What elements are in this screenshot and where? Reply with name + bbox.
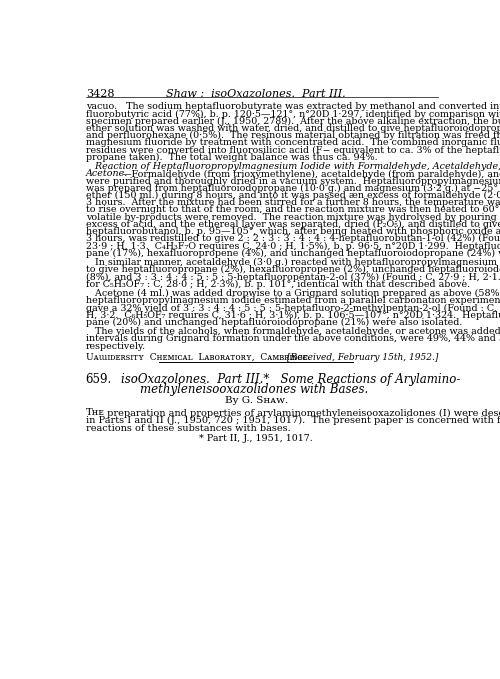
Text: methyleneisooxazolidones with Bases.: methyleneisooxazolidones with Bases. [140, 384, 368, 397]
Text: excess of acid, and the ethereal layer was separated, dried (P₂O₅), and distille: excess of acid, and the ethereal layer w… [86, 220, 500, 229]
Text: heptafluoropropylmagnesium iodide estimated from a parallel carbonation experime: heptafluoropropylmagnesium iodide estima… [86, 296, 500, 306]
Text: isoOxazolones.  Part III.*   Some Reactions of Arylamino-: isoOxazolones. Part III.* Some Reactions… [120, 373, 460, 386]
Text: ether solution was washed with water, dried, and distilled to give heptafluoroio: ether solution was washed with water, dr… [86, 124, 500, 133]
Text: pane (17%), hexafluoropropene (4%), and unchanged heptafluoroiodopropane (24%) w: pane (17%), hexafluoropropene (4%), and … [86, 249, 500, 258]
Text: —Formaldehyde (from trioxymethylene), acetaldehyde (from paraldehyde), and aceto: —Formaldehyde (from trioxymethylene), ac… [122, 170, 500, 179]
Text: intervals during Grignard formation under the above conditions, were 49%, 44% an: intervals during Grignard formation unde… [86, 335, 500, 344]
Text: volatile by-products were removed.  The reaction mixture was hydrolysed by pouri: volatile by-products were removed. The r… [86, 213, 500, 222]
Text: 3 hours, was redistilled to give 2 : 2 : 3 : 3 : 4 : 4 : 4-heptafluorobutan-1-ol: 3 hours, was redistilled to give 2 : 2 :… [86, 234, 500, 244]
Text: Shaw :  isoOxazolones.  Part III.: Shaw : isoOxazolones. Part III. [166, 90, 346, 99]
Text: to rise overnight to that of the room, and the reaction mixture was then heated : to rise overnight to that of the room, a… [86, 206, 500, 215]
Text: vacuo.   The sodium heptafluorobutyrate was extracted by methanol and converted : vacuo. The sodium heptafluorobutyrate wa… [86, 103, 500, 111]
Text: 3428: 3428 [86, 90, 114, 99]
Text: In similar manner, acetaldehyde (3·0 g.) reacted with heptafluoropropylmagnesium: In similar manner, acetaldehyde (3·0 g.)… [86, 258, 500, 268]
Text: for C₅H₃OF₇ : C, 28·0 ; H, 2·3%), b. p. 101°, identical with that described abov: for C₅H₃OF₇ : C, 28·0 ; H, 2·3%), b. p. … [86, 280, 470, 289]
Text: to give heptafluoropropane (2%), hexafluoropropene (2%), unchanged heptafluoroio: to give heptafluoropropane (2%), hexaflu… [86, 265, 500, 274]
Text: residues were converted into fluorosilicic acid (F− equivalent to ca. 3% of the : residues were converted into fluorosilic… [86, 146, 500, 155]
Text: magnesium fluoride by treatment with concentrated acid.  The combined inorganic : magnesium fluoride by treatment with con… [86, 139, 500, 147]
Text: 659.: 659. [86, 373, 112, 386]
Text: and perfluorohexane (0·5%).  The resinous material obtained by filtration was fr: and perfluorohexane (0·5%). The resinous… [86, 131, 500, 141]
Text: * Part II, J., 1951, 1017.: * Part II, J., 1951, 1017. [200, 434, 313, 443]
Text: Acetone (4 ml.) was added dropwise to a Grignard solution prepared as above (58%: Acetone (4 ml.) was added dropwise to a … [86, 289, 500, 298]
Text: were purified and thoroughly dried in a vacuum system.  Heptafluoropropylmagnesi: were purified and thoroughly dried in a … [86, 177, 500, 185]
Text: H, 3·2.  C₆H₅OF₇ requires C, 31·6 ; H, 3·1%), b. p. 106·5—107°, n°20D 1·324.  He: H, 3·2. C₆H₅OF₇ requires C, 31·6 ; H, 3·… [86, 311, 500, 320]
Text: [Received, February 15th, 1952.]: [Received, February 15th, 1952.] [287, 353, 438, 362]
Text: fluorobutyric acid (77%), b. p. 120·5—121°, n°20D 1·297, identified by compariso: fluorobutyric acid (77%), b. p. 120·5—12… [86, 109, 500, 119]
Text: Tʜᴇ: Tʜᴇ [86, 409, 105, 418]
Text: Acetone.: Acetone. [86, 170, 128, 179]
Text: reactions of these substances with bases.: reactions of these substances with bases… [86, 424, 290, 433]
Text: propane taken).  The total weight balance was thus ca. 94%.: propane taken). The total weight balance… [86, 153, 378, 162]
Text: was prepared from heptafluoroiodopropane (10·0 g.) and magnesium (3·2 g.) at −25: was prepared from heptafluoroiodopropane… [86, 184, 500, 193]
Text: specimen prepared earlier (J., 1950, 2789).  After the above alkaline extraction: specimen prepared earlier (J., 1950, 278… [86, 117, 500, 126]
Text: The yields of the alcohols, when formaldehyde, acetaldehyde, or acetone was adde: The yields of the alcohols, when formald… [86, 327, 500, 336]
Text: By G. Sʜᴀᴡ.: By G. Sʜᴀᴡ. [224, 396, 288, 405]
Text: (8%), and 3 : 3 : 4 : 4 : 5 : 5 : 5-heptafluoropentan-2-ol (37%) (Found : C, 27·: (8%), and 3 : 3 : 4 : 4 : 5 : 5 : 5-hept… [86, 272, 500, 282]
Text: 23·9 ; H, 1·3.  C₄H₃F₇O requires C, 24·0 ; H, 1·5%), b. p. 96·5, n°20D 1·299.  H: 23·9 ; H, 1·3. C₄H₃F₇O requires C, 24·0 … [86, 242, 500, 251]
Text: gave a 32% yield of 3 : 3 : 4 : 4 : 5 : 5 : 5-heptafluoro-2-methylpentan-2-ol (F: gave a 32% yield of 3 : 3 : 4 : 4 : 5 : … [86, 304, 500, 312]
Text: heptafluorobutanol, b. p. 95—105°, which, after being heated with phosphoric oxi: heptafluorobutanol, b. p. 95—105°, which… [86, 227, 500, 236]
Text: pane (20%) and unchanged heptafluoroiodopropane (21%) were also isolated.: pane (20%) and unchanged heptafluoroiodo… [86, 318, 462, 327]
Text: in Parts I and II (J., 1950, 720 ; 1951, 1017).  The present paper is concerned : in Parts I and II (J., 1950, 720 ; 1951,… [86, 416, 500, 425]
Text: respectively.: respectively. [86, 342, 146, 350]
Text: 3 hours.  After the mixture had been stirred for a further 8 hours, the temperat: 3 hours. After the mixture had been stir… [86, 198, 500, 207]
Text: Uᴀɯɪᴅᴇʀѕɪᴛʏ  Cʜᴇᴍɪᴄᴀʟ  Lᴀʙᴏʀᴀᴛᴏʀʏ,  Cᴀᴍʙʀɪᴅɢᴇ.: Uᴀɯɪᴅᴇʀѕɪᴛʏ Cʜᴇᴍɪᴄᴀʟ Lᴀʙᴏʀᴀᴛᴏʀʏ, Cᴀᴍʙʀɪᴅ… [86, 353, 310, 362]
Text: preparation and properties of arylaminomethyleneisooxazolidones (I) were describ: preparation and properties of arylaminom… [104, 409, 500, 418]
Text: Reaction of Heptafluoropropylmagnesium Iodide with Formaldehyde, Acetaldehyde, a: Reaction of Heptafluoropropylmagnesium I… [86, 162, 500, 171]
Text: ether (150 ml.) during 8 hours, and into it was passed æn excess of formaldehyde: ether (150 ml.) during 8 hours, and into… [86, 191, 500, 200]
